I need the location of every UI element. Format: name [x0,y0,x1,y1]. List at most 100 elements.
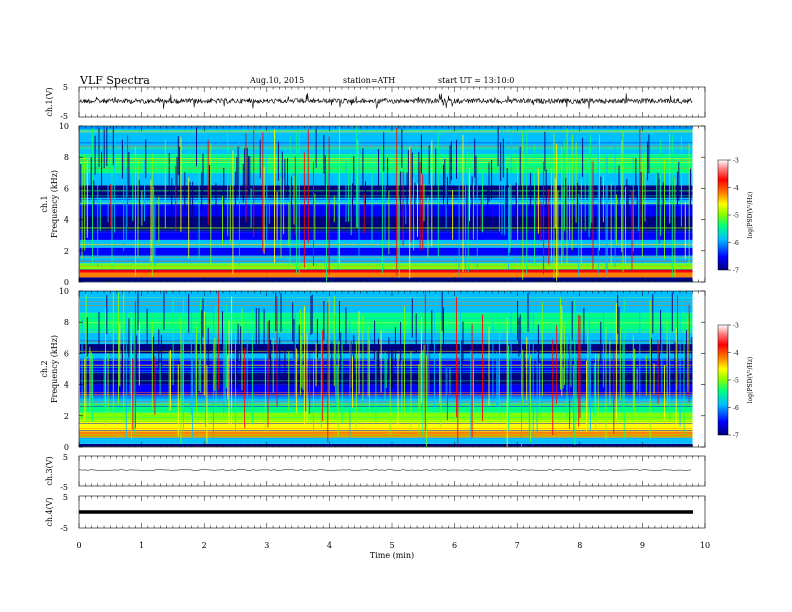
colorbar-tick-label: -7 [733,433,739,440]
spec1-dark [168,153,170,192]
spec2-sferic [593,363,595,417]
colorbar-tick-label: -5 [733,378,739,385]
spec1-sferic [276,191,278,241]
spec2-sferic [235,326,236,432]
spec1-sferic [238,135,240,265]
ch1-spec-ylabel: Frequency (kHz) [50,170,59,238]
spec2-dark [411,298,413,338]
spec2-line [79,380,693,382]
ch2-spectrogram-image [79,291,705,447]
spec1-dark [487,187,489,227]
spec2-sferic [118,292,119,404]
spec1-sferic [644,152,646,222]
spec2-band [79,437,693,444]
spec2-sferic [498,316,500,416]
spec2-dark [339,301,340,340]
spec1-sferic [537,169,539,234]
spec1-line [79,231,693,232]
spec1-dark [106,127,108,167]
spec1-sferic [615,194,617,245]
spec2-sferic [367,326,369,397]
spec2-sferic [272,337,274,393]
spec1-dark [237,146,239,186]
spec2-sferic [327,302,329,443]
spec2-dark [618,306,620,346]
spec2-sferic [622,341,624,411]
spec1-sferic [580,179,582,264]
spec1-sferic [97,165,99,267]
spec2-sferic [203,311,205,396]
spec1-sferic [476,177,478,271]
spec2-dark [374,320,376,360]
spec1-dark [387,157,389,197]
spec1-sferic [625,186,626,265]
spec2-sferic [470,350,472,440]
spec1-sferic [445,174,447,229]
spec1-sferic [114,138,116,233]
spec2-line [79,322,693,324]
spec2-sferic [552,339,554,436]
spec1-sferic [150,179,152,262]
spec2-dark [617,294,619,334]
spec2-dark [527,292,529,332]
spec1-sferic [307,129,309,243]
spec2-sferic [315,343,317,387]
spec1-sferic [210,143,212,268]
freq-tick-label: 0 [64,278,69,287]
spec1-sferic [526,130,528,274]
spec2-sferic [423,344,425,418]
spec2-line [79,297,693,298]
time-tick-label: 4 [327,541,332,550]
spec2-sferic [471,323,473,438]
spec1-sferic [232,150,234,274]
spec1-dark [626,179,628,219]
spec1-sferic [141,190,143,226]
spec1-sferic [111,153,113,269]
spec1-sferic [680,136,682,227]
freq-tick-label: 8 [64,153,69,162]
spec2-dark [376,352,378,392]
spec1-sferic [431,140,433,247]
figure-title: VLF Spectra [79,74,150,87]
spec1-dark [502,138,504,178]
spec2-dark [263,308,265,348]
spec1-sferic [522,132,524,281]
ch1-tick-top: 5 [63,83,68,92]
spec1-dark [184,172,186,212]
spec2-sferic [521,327,522,447]
spec1-sferic [452,189,454,240]
spec1-sferic [417,183,418,237]
spec2-dark [571,301,573,341]
spec2-dark [121,350,123,389]
spec1-dark [446,176,448,216]
freq-tick-label: 6 [64,184,69,193]
spec2-dark [518,317,520,357]
spec1-sferic [660,139,662,236]
spec2-sferic [632,335,634,408]
spec2-dark [517,300,519,340]
time-tick-label: 5 [389,541,394,550]
spec2-sferic [472,359,474,425]
spec2-sferic [566,336,568,417]
spec2-dark [292,302,294,342]
spec1-dark [400,171,402,211]
spec2-sferic [309,353,311,414]
spec2-sferic [368,339,370,416]
spec1-sferic [589,134,591,229]
spec2-line [79,430,693,431]
spec2-sferic [657,340,659,404]
spec1-dark [277,141,279,181]
spec1-sferic [427,196,429,258]
spec1-sferic [326,169,327,282]
spec2-sferic [440,321,442,428]
spec2-line [79,317,693,319]
spec2-dark [158,329,160,369]
ch1-colorbar-gradient [717,159,729,271]
spec1-dark [378,149,379,188]
colorbar-tick-label: -7 [733,268,739,275]
spec2-line [79,420,693,421]
spec2-line [79,395,693,397]
spec1-sferic [348,159,350,222]
spec1-dark [244,148,246,188]
